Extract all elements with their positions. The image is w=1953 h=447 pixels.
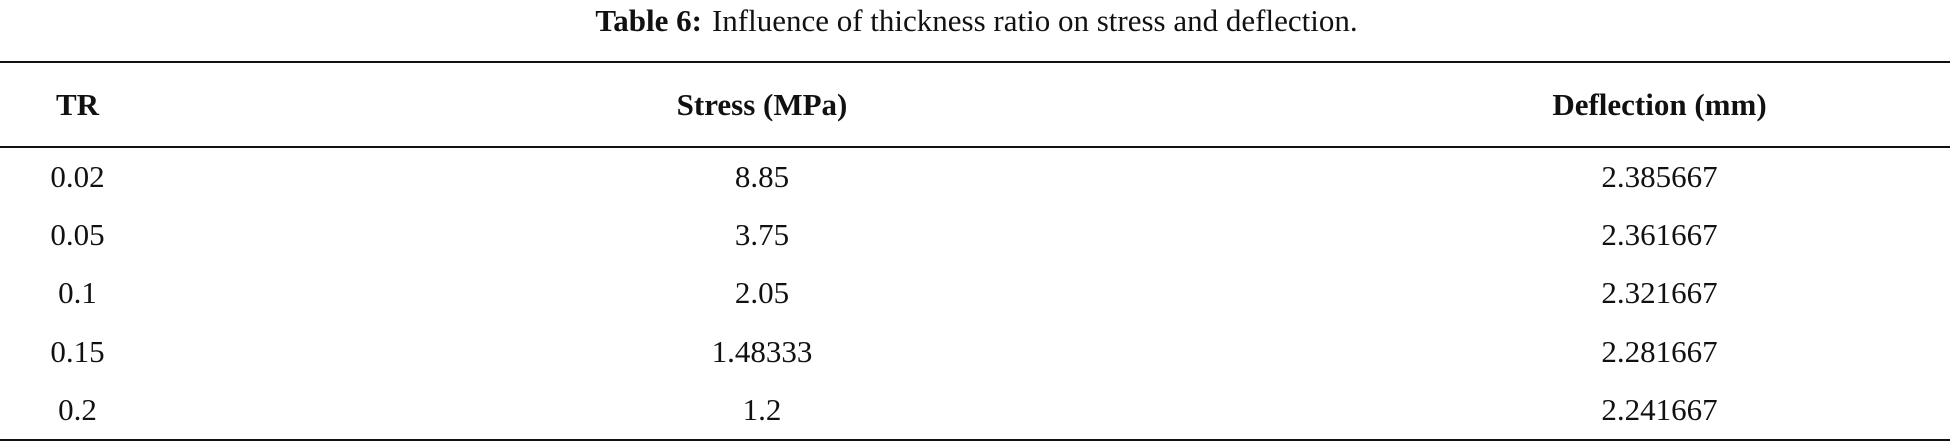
caption-text: Influence of thickness ratio on stress a… (711, 3, 1358, 38)
table-cell: 0.2 (58, 392, 97, 428)
table-row: 0.05 3.75 2.361667 (0, 206, 1950, 265)
table-cell: 2.321667 (1601, 275, 1718, 311)
caption-label: Table 6: (595, 3, 702, 38)
table-cell: 0.02 (50, 158, 105, 194)
table-cell: 3.75 (734, 216, 790, 252)
header-row: TR Stress (MPa) Deflection (mm) (0, 62, 1950, 147)
table-cell: 1.2 (742, 392, 782, 428)
table-cell: 2.241667 (1601, 392, 1718, 428)
caption: Table 6: Influence of thickness ratio on … (0, 2, 1953, 40)
table-cell: 2.385667 (1601, 158, 1718, 194)
table: TR Stress (MPa) Deflection (mm) 0.02 8.85 2.… (0, 61, 1950, 441)
table-cell: 2.05 (734, 275, 790, 311)
table-row: 0.15 1.48333 2.281667 (0, 323, 1950, 382)
header-cell: Stress (MPa) (676, 86, 848, 122)
table-cell: 2.281667 (1601, 334, 1718, 370)
table-row: 0.1 2.05 2.321667 (0, 264, 1950, 323)
table-cell: 0.15 (50, 334, 105, 370)
table-row: 0.02 8.85 2.385667 (0, 147, 1950, 206)
header-cell: Deflection (mm) (1552, 86, 1767, 122)
table-cell: 2.361667 (1601, 216, 1718, 252)
table-cell: 0.1 (58, 275, 97, 311)
header-cell: TR (55, 86, 100, 122)
table-cell: 8.85 (734, 158, 790, 194)
table-cell: 0.05 (50, 216, 105, 252)
table-cell: 1.48333 (711, 334, 813, 370)
table-row: 0.2 1.2 2.241667 (0, 381, 1950, 440)
